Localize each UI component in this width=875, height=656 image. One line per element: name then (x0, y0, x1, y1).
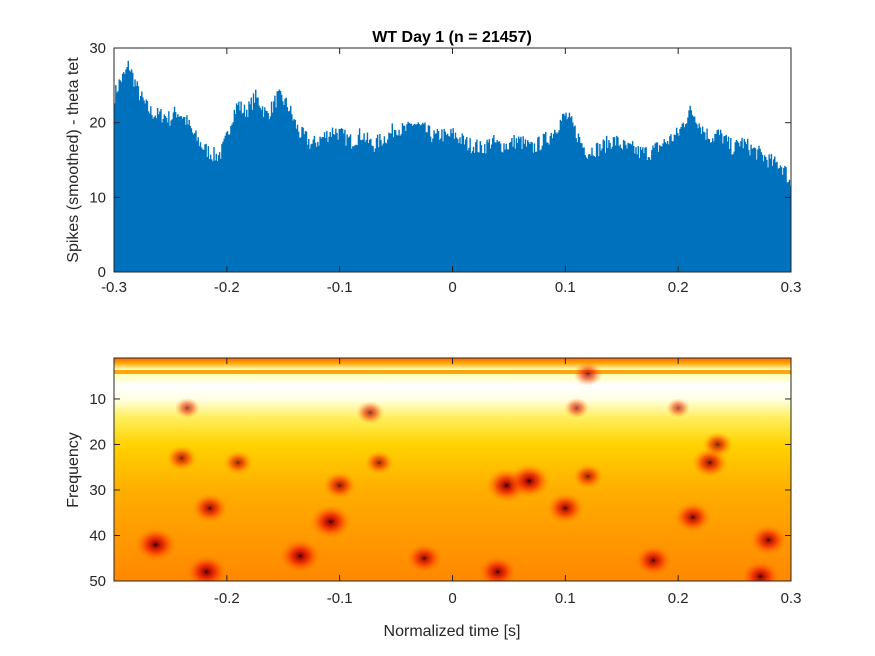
bottom-y-ticks: 10 20 30 40 50 (89, 391, 791, 590)
top-x-tick-label: -0.3 (101, 279, 127, 296)
bottom-x-tick-label: 0.2 (668, 590, 689, 607)
histogram-bar (114, 60, 791, 272)
top-x-tick-label: -0.2 (214, 279, 240, 296)
top-y-axis-label: Spikes (smoothed) - theta tet (65, 57, 82, 263)
heatmap-hotspot (508, 463, 550, 498)
heatmap-hotspot (135, 527, 177, 562)
heatmap-hotspot (674, 501, 712, 533)
heatmap-hotspot (166, 445, 197, 471)
heatmap-hotspot (749, 524, 788, 556)
heatmap-hotspot (666, 398, 690, 418)
bottom-y-tick-label: 50 (89, 573, 106, 590)
heatmap-hotspot (634, 545, 672, 576)
heatmap-low-band-streak (114, 370, 791, 374)
heatmap-hotspot (702, 431, 733, 458)
bottom-y-axis-label: Frequency (65, 432, 82, 508)
top-y-tick-label: 30 (89, 40, 106, 57)
top-x-tick-label: 0.2 (668, 279, 689, 296)
bottom-x-tick-label: -0.2 (214, 590, 240, 607)
top-y-ticks: 0 10 20 30 (89, 40, 791, 281)
heatmap-hotspot (309, 504, 352, 539)
top-x-tick-label: 0.3 (781, 279, 802, 296)
heatmap-hotspot (406, 543, 443, 574)
heatmap-hotspot (356, 401, 384, 425)
heatmap-hotspot (174, 397, 200, 419)
heatmap-hotspot (185, 554, 228, 581)
bottom-x-tick-label: 0.1 (555, 590, 576, 607)
bottom-y-tick-label: 40 (89, 527, 106, 544)
bottom-x-tick-label: 0 (448, 590, 456, 607)
heatmap-hotspot (279, 538, 321, 574)
heatmap-hotspot (223, 450, 253, 475)
top-x-tick-label: 0.1 (555, 279, 576, 296)
top-y-tick-label: 20 (89, 115, 106, 132)
heatmap-hotspot (191, 493, 228, 524)
spike-histogram-panel: -0.3 -0.2 -0.1 0 0.1 0.2 0.3 0 10 20 30 WT Day 1 … (65, 29, 801, 296)
bottom-y-tick-label: 10 (89, 391, 106, 408)
bottom-y-tick-label: 20 (89, 436, 106, 453)
bottom-x-tick-label: -0.1 (327, 590, 353, 607)
top-y-tick-label: 0 (98, 264, 106, 281)
bottom-x-tick-label: 0.3 (781, 590, 802, 607)
heatmap-hotspots (135, 361, 788, 581)
frequency-heatmap-panel: -0.2 -0.1 0 0.1 0.2 0.3 10 20 30 40 50 Normalized… (65, 357, 802, 640)
heatmap-hotspot (364, 450, 394, 475)
top-x-ticks: -0.3 -0.2 -0.1 0 0.1 0.2 0.3 (101, 48, 801, 296)
heatmap-hotspot (741, 560, 780, 581)
chart-title: WT Day 1 (n = 21457) (372, 29, 532, 46)
histogram-bars (114, 60, 791, 272)
heatmap-hotspot (546, 492, 584, 524)
heatmap-hotspot (478, 555, 517, 581)
top-x-tick-label: -0.1 (327, 279, 353, 296)
heatmap-hotspot (564, 397, 590, 419)
heatmap-hotspot (572, 463, 604, 489)
bottom-x-ticks: -0.2 -0.1 0 0.1 0.2 0.3 (214, 358, 802, 607)
heatmap-hotspot (573, 361, 603, 386)
bottom-x-axis-label: Normalized time [s] (384, 623, 521, 640)
bottom-y-tick-label: 30 (89, 482, 106, 499)
top-y-tick-label: 10 (89, 189, 106, 206)
top-x-tick-label: 0 (448, 279, 456, 296)
heatmap-background (114, 358, 791, 581)
heatmap-hotspot (323, 471, 357, 500)
